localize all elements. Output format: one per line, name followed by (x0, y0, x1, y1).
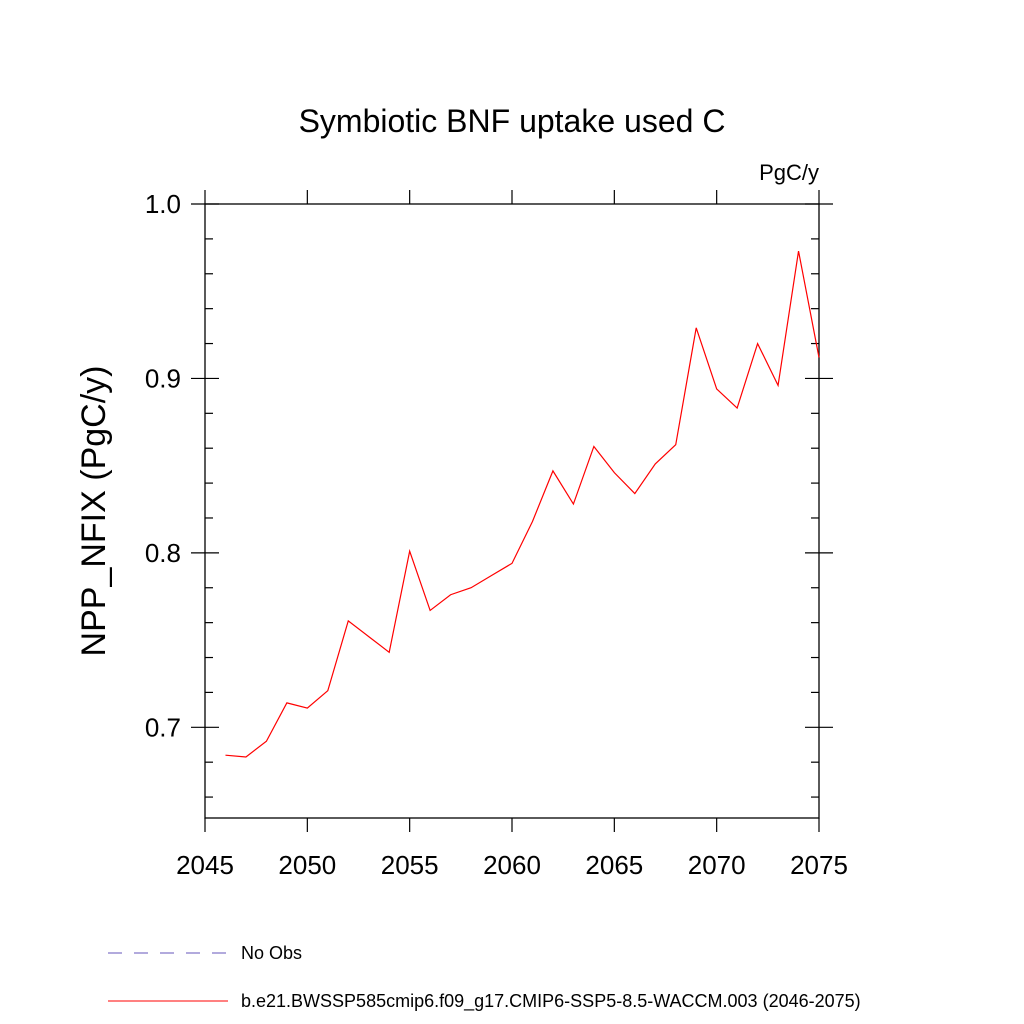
x-tick-label: 2075 (790, 850, 848, 880)
y-tick-label: 0.8 (145, 538, 181, 568)
legend-label-model: b.e21.BWSSP585cmip6.f09_g17.CMIP6-SSP5-8… (241, 991, 861, 1012)
x-tick-label: 2045 (176, 850, 234, 880)
y-axis-label: NPP_NFIX (PgC/y) (75, 366, 113, 657)
y-tick-label: 1.0 (145, 189, 181, 219)
x-tick-label: 2065 (585, 850, 643, 880)
x-tick-label: 2060 (483, 850, 541, 880)
legend: b.e21.BWSSP585cmip6.f09_g17.CMIP6-SSP5-8… (108, 943, 861, 1012)
x-tick-label: 2055 (381, 850, 439, 880)
tick-labels: 2045 2050 2055 2060 2065 2070 2075 0.7 0.8 0.9 1.0 (145, 189, 848, 880)
x-tick-label: 2050 (278, 850, 336, 880)
series-lines (225, 250, 820, 758)
legend-label-no-obs: No Obs (241, 943, 302, 963)
y-tick-label: 0.7 (145, 712, 181, 742)
plot-frame (204, 203, 820, 819)
chart-title: Symbiotic BNF uptake used C (299, 103, 726, 139)
y-tick-label: 0.9 (145, 363, 181, 393)
x-tick-label: 2070 (688, 850, 746, 880)
units-label: PgC/y (759, 160, 819, 185)
axis-ticks (191, 190, 833, 832)
series-line (225, 250, 820, 758)
